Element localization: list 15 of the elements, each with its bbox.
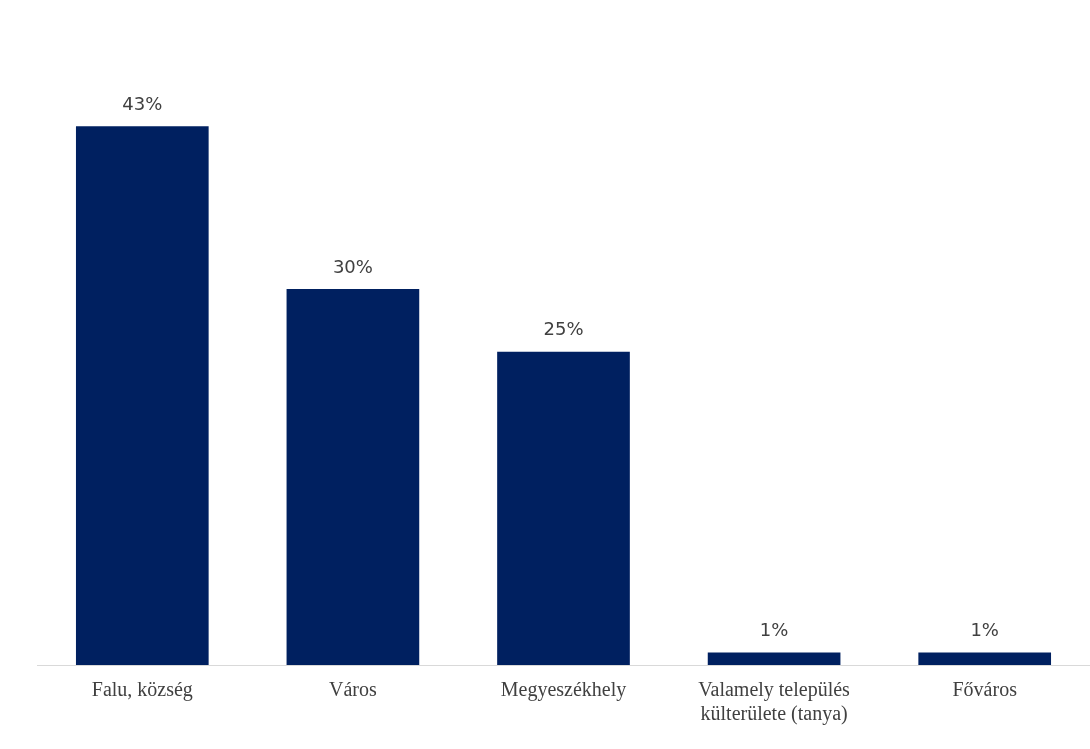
bar <box>918 652 1052 665</box>
data-label: 25% <box>543 318 584 340</box>
x-tick-label: Falu, község <box>91 678 193 702</box>
x-tick-label: Város <box>329 678 377 701</box>
bar <box>707 652 841 665</box>
data-label: 1% <box>759 619 789 641</box>
bar <box>286 289 420 665</box>
bar <box>75 126 209 665</box>
x-tick-label: Főváros <box>952 678 1018 701</box>
data-label: 1% <box>970 619 999 641</box>
data-label: 43% <box>122 92 163 114</box>
x-tick-label: Valamely település külterülete (tanya) <box>698 678 851 726</box>
x-tick-label: Megyeszékhely <box>500 678 627 702</box>
data-label: 30% <box>332 255 373 277</box>
bar <box>497 351 630 665</box>
